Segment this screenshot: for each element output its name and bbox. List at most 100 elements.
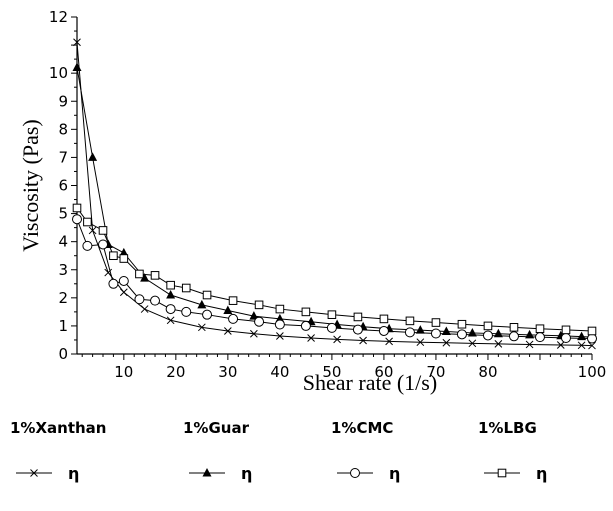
- y-tick-label: 3: [58, 261, 68, 279]
- data-point: [202, 309, 213, 320]
- legend-series-name: 1%CMC: [331, 419, 393, 437]
- data-point: [202, 290, 212, 300]
- legend: 1%Xanthan η 1%Guar η 1%CMC η 1%LBG η: [10, 419, 547, 483]
- data-point: [385, 337, 393, 346]
- data-point: [119, 254, 129, 263]
- y-axis-label: Viscosity (Pas): [18, 119, 43, 252]
- x-axis-label: Shear rate (1/s): [303, 370, 437, 395]
- data-point: [254, 300, 264, 310]
- data-point: [441, 326, 451, 336]
- legend-marker: [350, 468, 360, 478]
- data-point: [140, 305, 149, 313]
- data-point: [560, 332, 571, 343]
- data-point: [166, 280, 175, 290]
- legend-series-name: 1%Xanthan: [10, 419, 106, 437]
- y-tick-label: 0: [58, 345, 68, 363]
- series-layer: [72, 38, 597, 350]
- data-point: [135, 269, 144, 279]
- data-point: [457, 319, 467, 329]
- data-point: [327, 310, 337, 319]
- x-tick-label: 10: [114, 363, 133, 381]
- data-point: [134, 294, 145, 305]
- data-point: [118, 275, 129, 286]
- data-point: [483, 321, 493, 331]
- x-tick-label: 60: [374, 363, 393, 381]
- data-point: [379, 314, 389, 324]
- data-point: [326, 322, 337, 333]
- data-point: [333, 335, 341, 344]
- data-point: [301, 307, 311, 317]
- y-tick-label: 7: [58, 148, 68, 166]
- legend-marker: [30, 469, 38, 477]
- y-tick-label: 2: [58, 289, 68, 307]
- data-point: [307, 334, 315, 342]
- data-point: [150, 271, 160, 280]
- legend-marker: [497, 468, 507, 478]
- data-point: [535, 324, 545, 334]
- data-point: [150, 295, 161, 306]
- data-point: [587, 333, 597, 344]
- legend-label: η: [68, 464, 79, 483]
- data-point: [166, 316, 175, 325]
- data-point: [88, 152, 98, 161]
- data-point: [276, 332, 284, 340]
- data-point: [98, 239, 109, 250]
- legend-item: 1%Xanthan η: [10, 419, 106, 483]
- data-point: [249, 311, 259, 320]
- y-tick-label: 1: [58, 317, 68, 335]
- x-tick-label: 50: [322, 363, 341, 381]
- legend-item: 1%LBG η: [478, 419, 547, 483]
- data-point: [456, 329, 467, 340]
- y-tick-label: 9: [58, 92, 68, 110]
- data-point: [509, 323, 519, 332]
- data-point: [561, 325, 571, 335]
- data-point: [431, 318, 441, 327]
- data-point: [534, 332, 545, 343]
- data-point: [482, 330, 493, 341]
- data-point: [119, 288, 128, 297]
- data-point: [494, 340, 503, 348]
- data-point: [223, 305, 233, 314]
- data-point: [181, 306, 192, 317]
- data-point: [197, 299, 207, 309]
- data-point: [525, 340, 534, 349]
- x-tick-label: 100: [578, 363, 607, 381]
- y-tick-label: 5: [58, 205, 68, 223]
- data-point: [468, 339, 477, 348]
- data-point: [72, 62, 82, 72]
- data-point: [181, 283, 191, 293]
- data-point: [415, 325, 425, 334]
- data-point: [442, 338, 451, 347]
- x-tick-label: 80: [478, 363, 497, 381]
- data-point: [140, 273, 150, 282]
- data-point: [197, 323, 206, 332]
- data-point: [493, 328, 503, 338]
- data-point: [72, 203, 82, 213]
- data-point: [108, 278, 119, 289]
- data-point: [405, 316, 415, 326]
- data-point: [588, 341, 596, 350]
- data-point: [73, 38, 81, 47]
- x-tick-label: 20: [166, 363, 185, 381]
- data-point: [88, 226, 97, 235]
- data-point: [274, 319, 285, 330]
- data-point: [254, 316, 265, 327]
- data-point: [228, 313, 239, 324]
- data-point: [228, 296, 238, 305]
- data-point: [359, 336, 367, 345]
- data-point: [416, 338, 425, 347]
- legend-item: 1%Guar η: [183, 419, 252, 483]
- y-tick-label: 6: [58, 177, 68, 195]
- x-tick-label: 70: [426, 363, 445, 381]
- data-point: [250, 329, 258, 338]
- x-tick-label: 40: [270, 363, 289, 381]
- data-point: [224, 327, 232, 335]
- y-tick-label: 8: [58, 120, 68, 138]
- data-point: [82, 240, 93, 251]
- legend-item: 1%CMC η: [331, 419, 400, 483]
- data-point: [577, 341, 586, 350]
- data-point: [83, 217, 92, 227]
- data-point: [165, 304, 176, 315]
- series-1%LBG: [72, 203, 597, 336]
